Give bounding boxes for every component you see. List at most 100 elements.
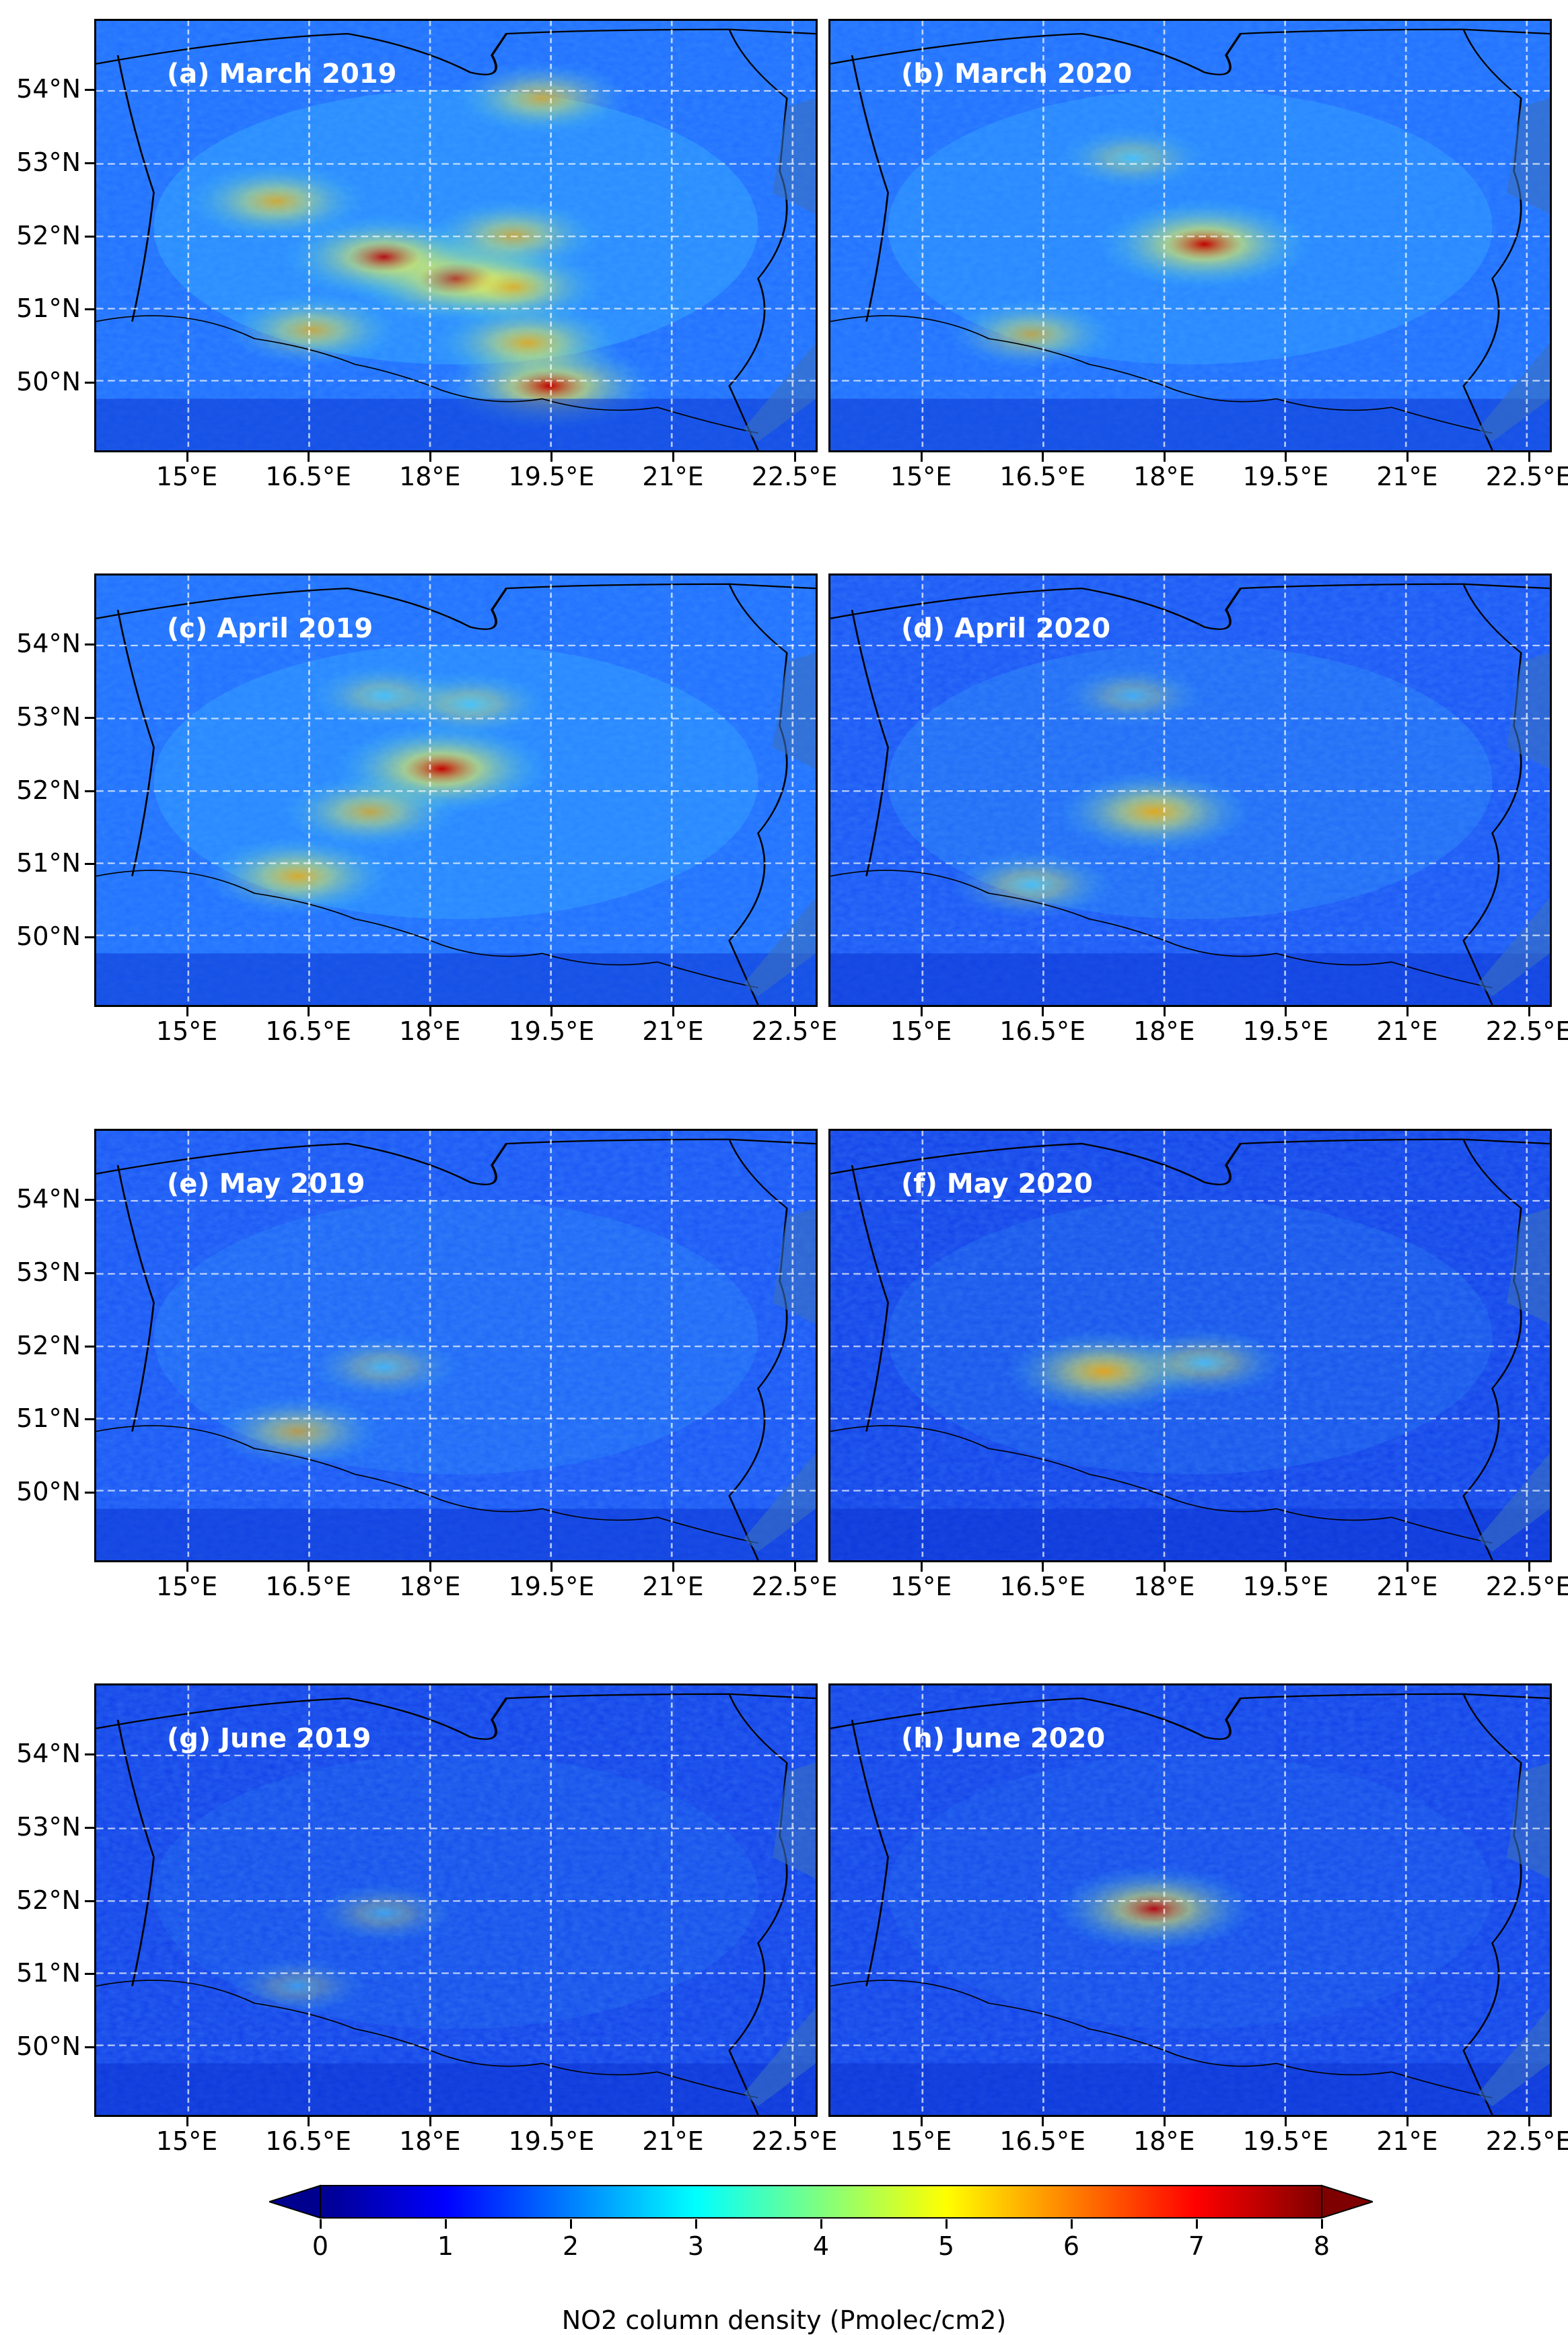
- y-tick-label: 50°N: [16, 2031, 81, 2061]
- x-tick-mark: [550, 2117, 553, 2126]
- x-tick-label: 16.5°E: [999, 1572, 1085, 1601]
- y-tick-label: 51°N: [16, 848, 81, 878]
- y-tick-mark: [85, 1491, 94, 1494]
- y-tick-mark: [85, 936, 94, 938]
- y-tick-mark: [85, 1827, 94, 1829]
- y-tick-mark: [85, 236, 94, 238]
- panel-title: (g) June 2019: [167, 1723, 371, 1754]
- x-tick-label: 18°E: [1133, 462, 1195, 491]
- x-tick-mark: [429, 2117, 431, 2126]
- x-tick-label: 21°E: [1376, 2126, 1438, 2156]
- colorbar-tick-mark: [445, 2219, 447, 2229]
- y-tick-label: 53°N: [16, 702, 81, 732]
- x-tick-mark: [429, 452, 431, 462]
- colorbar: [269, 2184, 1373, 2219]
- map-panel: (b) March 2020: [828, 19, 1552, 452]
- x-tick-label: 16.5°E: [265, 462, 351, 491]
- colorbar-tick-label: 8: [1313, 2231, 1330, 2261]
- y-tick-mark: [85, 790, 94, 793]
- colorbar-title: NO2 column density (Pmolec/cm2): [561, 2305, 1007, 2335]
- panel-title: (a) March 2019: [167, 59, 397, 90]
- x-tick-mark: [1042, 1007, 1044, 1016]
- x-tick-mark: [1406, 1562, 1409, 1572]
- x-tick-mark: [920, 1007, 923, 1016]
- x-tick-label: 22.5°E: [751, 2126, 838, 2156]
- x-tick-label: 19.5°E: [508, 462, 595, 491]
- x-tick-mark: [550, 1007, 553, 1016]
- x-tick-label: 16.5°E: [999, 2126, 1085, 2156]
- y-tick-label: 54°N: [16, 73, 81, 104]
- y-tick-label: 53°N: [16, 147, 81, 178]
- x-tick-label: 18°E: [399, 462, 461, 491]
- x-tick-mark: [793, 2117, 796, 2126]
- x-tick-label: 15°E: [155, 1016, 218, 1046]
- y-tick-label: 52°N: [16, 775, 81, 806]
- panel-title: (d) April 2020: [901, 613, 1111, 644]
- x-tick-label: 22.5°E: [751, 1016, 838, 1046]
- panel-title: (h) June 2020: [901, 1723, 1106, 1754]
- colorbar-tick-mark: [570, 2219, 572, 2229]
- x-tick-mark: [672, 452, 674, 462]
- colorbar-tick-label: 2: [562, 2231, 579, 2261]
- x-tick-mark: [308, 1562, 310, 1572]
- y-tick-mark: [85, 1973, 94, 1976]
- x-tick-mark: [1528, 1562, 1530, 1572]
- map-panel: (e) May 2019: [94, 1129, 818, 1562]
- y-tick-label: 50°N: [16, 1476, 81, 1506]
- x-tick-mark: [1163, 452, 1166, 462]
- x-tick-label: 22.5°E: [1485, 462, 1568, 491]
- x-tick-mark: [672, 2117, 674, 2126]
- y-tick-label: 54°N: [16, 1738, 81, 1768]
- x-tick-label: 16.5°E: [265, 1016, 351, 1046]
- no2-field: [830, 21, 1550, 450]
- x-tick-label: 18°E: [1133, 2126, 1195, 2156]
- x-tick-mark: [1406, 1007, 1409, 1016]
- map-panel: (d) April 2020: [828, 573, 1552, 1007]
- y-tick-mark: [85, 2046, 94, 2048]
- colorbar-tick-mark: [695, 2219, 697, 2229]
- x-tick-label: 15°E: [890, 1572, 952, 1601]
- x-tick-label: 21°E: [642, 2126, 704, 2156]
- x-tick-label: 18°E: [399, 1016, 461, 1046]
- y-tick-mark: [85, 717, 94, 720]
- colorbar-tick-mark: [1071, 2219, 1073, 2229]
- map-panel: (g) June 2019: [94, 1683, 818, 2117]
- colorbar-gradient: [320, 2185, 1322, 2219]
- y-tick-label: 51°N: [16, 293, 81, 324]
- x-tick-label: 22.5°E: [1485, 1016, 1568, 1046]
- y-tick-label: 52°N: [16, 221, 81, 251]
- x-tick-mark: [1406, 2117, 1409, 2126]
- colorbar-tick-mark: [320, 2219, 322, 2229]
- panel-title: (c) April 2019: [167, 613, 373, 644]
- x-tick-label: 15°E: [890, 1016, 952, 1046]
- x-tick-label: 16.5°E: [265, 1572, 351, 1601]
- y-tick-label: 50°N: [16, 921, 81, 951]
- no2-field: [96, 21, 816, 450]
- x-tick-label: 19.5°E: [508, 1016, 595, 1046]
- x-tick-mark: [1285, 1562, 1287, 1572]
- x-tick-label: 22.5°E: [1485, 2126, 1568, 2156]
- x-tick-label: 16.5°E: [999, 1016, 1085, 1046]
- y-tick-label: 50°N: [16, 366, 81, 396]
- y-tick-label: 54°N: [16, 628, 81, 658]
- x-tick-label: 18°E: [1133, 1572, 1195, 1601]
- colorbar-max-extension: [1321, 2184, 1373, 2219]
- x-tick-label: 15°E: [890, 462, 952, 491]
- x-tick-mark: [429, 1007, 431, 1016]
- x-tick-label: 21°E: [642, 1016, 704, 1046]
- x-tick-mark: [308, 1007, 310, 1016]
- no2-field: [830, 1131, 1550, 1560]
- panel-title: (f) May 2020: [901, 1169, 1093, 1199]
- colorbar-tick-mark: [1321, 2219, 1323, 2229]
- x-tick-mark: [793, 1007, 796, 1016]
- map-panel: (c) April 2019: [94, 573, 818, 1007]
- colorbar-tick-label: 6: [1063, 2231, 1080, 2261]
- colorbar-tick-label: 1: [437, 2231, 454, 2261]
- x-tick-mark: [672, 1562, 674, 1572]
- panel-title: (b) March 2020: [901, 59, 1133, 90]
- x-tick-label: 15°E: [155, 462, 218, 491]
- x-tick-mark: [1528, 1007, 1530, 1016]
- colorbar-tick-label: 7: [1188, 2231, 1205, 2261]
- x-tick-label: 21°E: [1376, 462, 1438, 491]
- y-tick-mark: [85, 1198, 94, 1201]
